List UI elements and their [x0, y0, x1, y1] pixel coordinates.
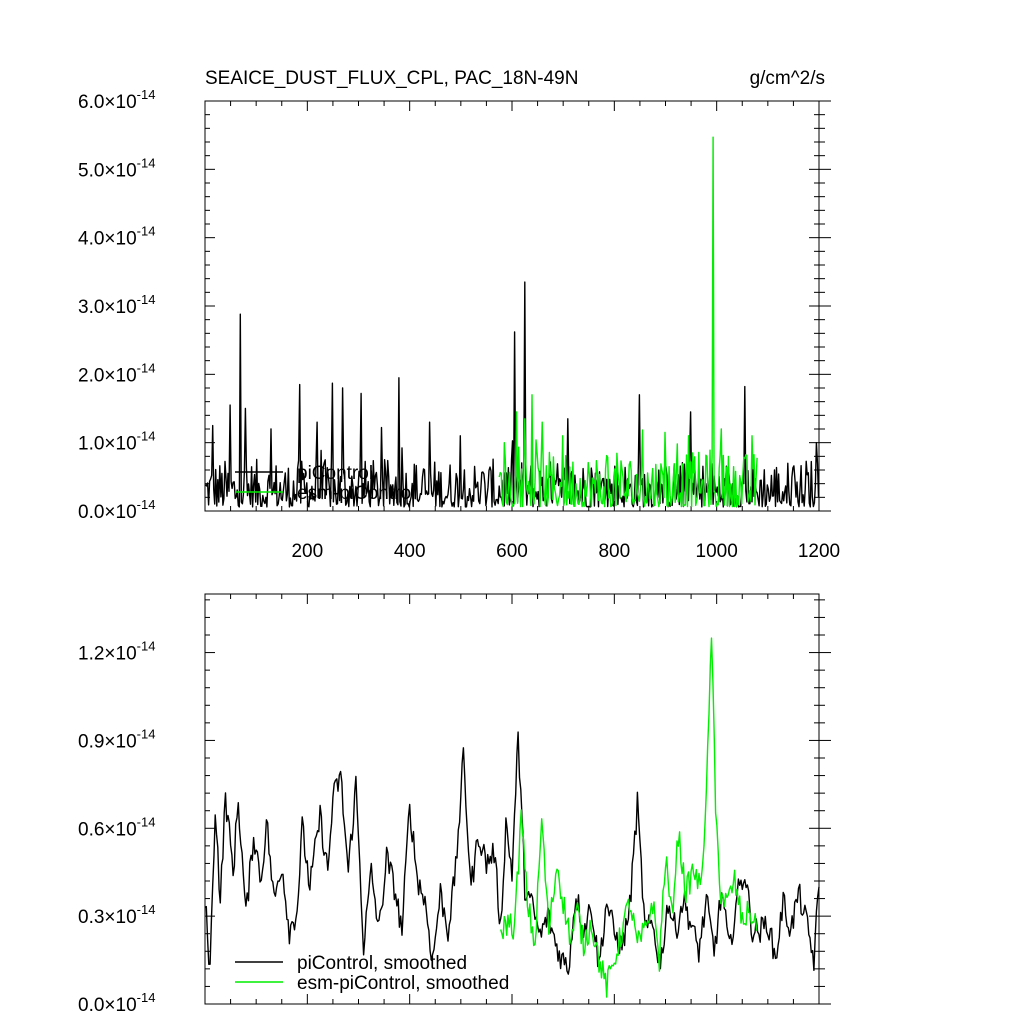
y-tick-label: 4.0×10-14 [78, 224, 155, 250]
y-tick-label: 5.0×10-14 [78, 155, 155, 181]
legend-label: piControl, smoothed [297, 953, 467, 974]
y-tick-label: 0.3×10-14 [78, 902, 155, 928]
y-tick-label: 2.0×10-14 [78, 360, 155, 386]
series-line-picontrol [204, 281, 820, 508]
y-tick-label: 0.6×10-14 [78, 814, 155, 840]
y-tick-label: 0.9×10-14 [78, 726, 155, 752]
chart-title: SEAICE_DUST_FLUX_CPL, PAC_18N-49N [205, 68, 578, 89]
x-tick-label: 600 [496, 541, 528, 562]
y-tick-label: 6.0×10-14 [78, 87, 155, 113]
plot-frame [204, 593, 820, 1005]
legend-label: esm-piControl [297, 483, 415, 504]
y-tick-label: 3.0×10-14 [78, 292, 155, 318]
series-line-esm-picontrol [498, 136, 758, 508]
x-tick-label: 1200 [798, 541, 840, 562]
x-tick-label: 400 [394, 541, 426, 562]
units-label: g/cm^2/s [750, 68, 825, 89]
x-tick-label: 1000 [696, 541, 738, 562]
legend-label: piControl [297, 463, 373, 484]
y-tick-label: 1.0×10-14 [78, 429, 155, 455]
bottom-panel: 0.0×10-14 0.3×10-14 0.6×10-14 0.9×10-14 1.2×… [78, 593, 831, 1016]
x-tick-label: 800 [598, 541, 630, 562]
top-panel: 200 400 600 800 1000 1200 0.0×10-14 1.0×10-14 2.… [78, 87, 840, 562]
y-tick-label: 0.0×10-14 [78, 497, 155, 523]
y-tick-label: 1.2×10-14 [78, 639, 155, 665]
y-tick-label: 0.0×10-14 [78, 990, 155, 1016]
legend-label: esm-piControl, smoothed [297, 973, 509, 994]
x-tick-label: 200 [291, 541, 323, 562]
series-line-esm-picontrol [500, 637, 758, 998]
series-line-picontrol [204, 731, 820, 975]
